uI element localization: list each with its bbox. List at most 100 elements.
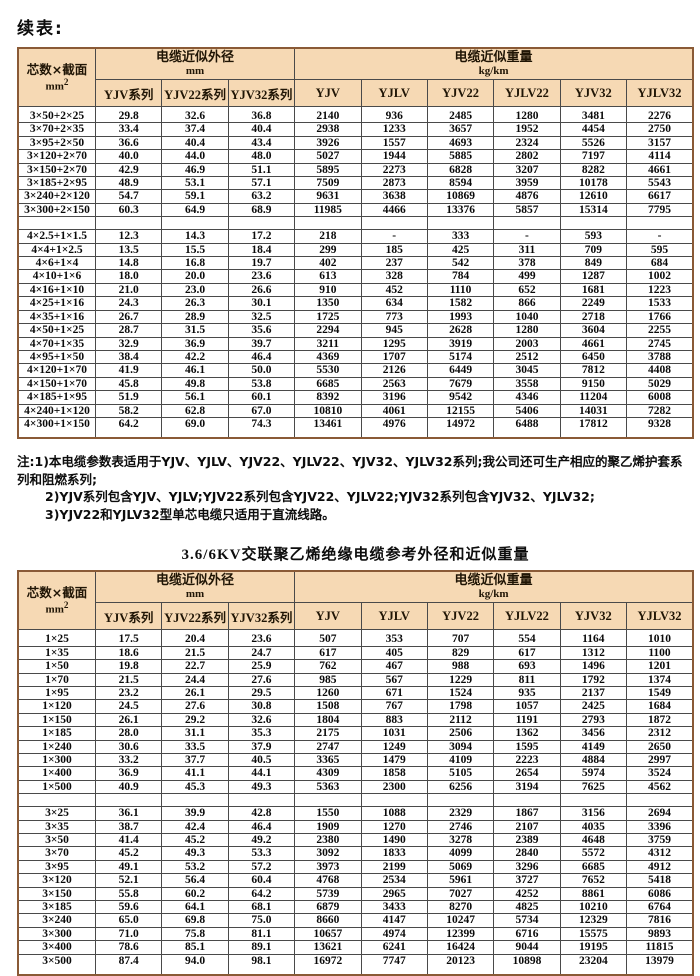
value-cell: 4346 (493, 390, 561, 405)
value-cell: 3524 (626, 766, 694, 781)
value-cell: 43.4 (227, 135, 296, 151)
note-1: 注:1)本电缆参数表适用于YJV、YJLV、YJV22、YJLV22、YJV32… (17, 454, 683, 487)
value-cell: 2650 (626, 739, 694, 755)
value-cell: 1312 (559, 645, 628, 661)
value-cell: 6716 (493, 926, 561, 942)
table-row: 3×500 87.4 94.0 98.1 16972 7747 20123 10898 2320… (17, 953, 694, 976)
value-cell: 53.3 (227, 846, 296, 861)
value-cell: 4454 (559, 122, 628, 137)
value-cell: 3296 (493, 859, 561, 875)
value-cell: 1057 (493, 699, 561, 714)
value-cell: 2534 (360, 873, 428, 888)
value-cell: 10869 (426, 189, 495, 204)
header-wt-yjv: YJV (294, 79, 362, 107)
value-cell: 69.8 (161, 913, 229, 928)
header-od-group: 电缆近似外径 mm (94, 47, 296, 80)
value-cell: - (493, 229, 561, 244)
value-cell: 1249 (360, 739, 428, 755)
value-cell: 883 (360, 712, 428, 728)
value-cell: 1550 (294, 806, 362, 821)
empty-cell (94, 216, 163, 231)
value-cell: 4912 (626, 859, 694, 875)
table-row: 4×185+1×95 51.9 56.1 60.1 8392 3196 9542 4346 11… (17, 390, 694, 405)
value-cell: 36.8 (227, 105, 296, 124)
value-cell: 23204 (559, 953, 628, 976)
value-cell: 30.1 (227, 296, 296, 311)
value-cell: 40.0 (94, 149, 163, 164)
value-cell: 652 (493, 282, 561, 298)
value-cell: 7652 (559, 873, 628, 888)
value-cell: 5105 (426, 766, 495, 781)
value-cell: 1909 (294, 819, 362, 835)
value-cell: 53.8 (227, 376, 296, 392)
value-cell: 6450 (559, 349, 628, 365)
value-cell: 567 (360, 672, 428, 687)
value-cell: 2276 (626, 105, 694, 124)
spec-cell: 1×150 (17, 712, 96, 728)
value-cell: 1233 (360, 122, 428, 137)
header-wt-yjv: YJV (294, 602, 362, 631)
value-cell: 4648 (559, 833, 628, 848)
empty-cell (360, 216, 428, 231)
value-cell: 6685 (559, 859, 628, 875)
value-cell: 945 (360, 323, 428, 338)
value-cell: 1557 (360, 135, 428, 151)
value-cell: 499 (493, 269, 561, 284)
value-cell: 23.0 (161, 282, 229, 298)
value-cell: 2485 (426, 105, 495, 124)
value-cell: 988 (426, 659, 495, 674)
wt-group-unit: kg/km (478, 588, 509, 601)
value-cell: 3365 (294, 752, 362, 768)
spec-cell: 4×50+1×25 (17, 323, 96, 338)
value-cell: 8270 (426, 900, 495, 915)
table-row: 4×10+1×6 18.0 20.0 23.6 613 328 784 499 1287 1002 (17, 269, 694, 284)
header-wt-yjlv32: YJLV32 (626, 79, 694, 107)
value-cell: 3604 (559, 323, 628, 338)
value-cell: 42.4 (161, 819, 229, 835)
value-cell: 12155 (426, 403, 495, 418)
value-cell: 7509 (294, 176, 362, 191)
spec-cell: 3×70 (17, 846, 96, 861)
table-row: 4×50+1×25 28.7 31.5 35.6 2294 945 2628 1280 3604… (17, 323, 694, 338)
spec-cell: 4×70+1×35 (17, 336, 96, 351)
value-cell: 1201 (626, 659, 694, 674)
value-cell: 7747 (360, 953, 428, 976)
header-spec-column: 芯数×截面 mm2 (17, 570, 96, 631)
value-cell: 425 (426, 242, 495, 258)
value-cell: 4976 (360, 416, 428, 439)
value-cell: 2140 (294, 105, 362, 124)
table-row: 3×50+2×25 29.8 32.6 36.8 2140 936 2485 1280 3481… (17, 105, 694, 124)
value-cell: 4884 (559, 752, 628, 768)
value-cell: 7812 (559, 363, 628, 378)
value-cell: - (360, 229, 428, 244)
value-cell: 1287 (559, 269, 628, 284)
value-cell: 4369 (294, 349, 362, 365)
table-row: 1×400 36.9 41.1 44.1 4309 1858 5105 2654 5974 352… (17, 766, 694, 781)
value-cell: 26.7 (94, 309, 163, 325)
table-row: 4×240+1×120 58.2 62.8 67.0 10810 4061 12155 540… (17, 403, 694, 418)
spec-cell: 3×300 (17, 926, 96, 942)
value-cell: 32.9 (94, 336, 163, 351)
value-cell: 56.4 (161, 873, 229, 888)
value-cell: 328 (360, 269, 428, 284)
header-wt-yjlv32: YJLV32 (626, 602, 694, 631)
empty-cell (94, 793, 163, 808)
empty-cell (360, 793, 428, 808)
header-spec-column: 芯数×截面 mm2 (17, 47, 96, 107)
table-row: 3×95 49.1 53.2 57.2 3973 2199 5069 3296 6685 4912 (17, 859, 694, 875)
value-cell: 39.9 (161, 806, 229, 821)
value-cell: 49.2 (227, 833, 296, 848)
value-cell: 37.7 (161, 752, 229, 768)
value-cell: 49.1 (94, 859, 163, 875)
value-cell: 29.2 (161, 712, 229, 728)
spec-cell: 1×70 (17, 672, 96, 687)
value-cell: 3657 (426, 122, 495, 137)
spec-cell: 3×150 (17, 886, 96, 902)
table-row: 1×50 19.8 22.7 25.9 762 467 988 693 1496 1201 (17, 659, 694, 674)
value-cell: 9150 (559, 376, 628, 392)
value-cell: 1804 (294, 712, 362, 728)
value-cell: 40.9 (94, 779, 163, 795)
value-cell: 75.0 (227, 913, 296, 928)
value-cell: 8660 (294, 913, 362, 928)
value-cell: 1164 (559, 629, 628, 647)
